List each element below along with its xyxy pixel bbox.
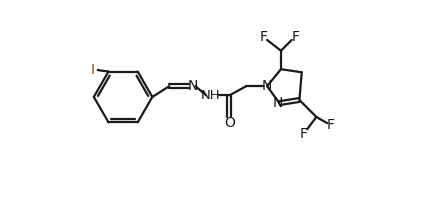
Text: O: O [224,116,235,130]
Text: F: F [292,30,299,44]
Text: F: F [259,30,267,44]
Text: N: N [262,79,272,93]
Text: I: I [91,63,95,77]
Text: N: N [188,79,198,93]
Text: F: F [300,127,308,141]
Text: NH: NH [201,89,220,102]
Text: N: N [273,96,283,110]
Text: F: F [327,118,335,132]
